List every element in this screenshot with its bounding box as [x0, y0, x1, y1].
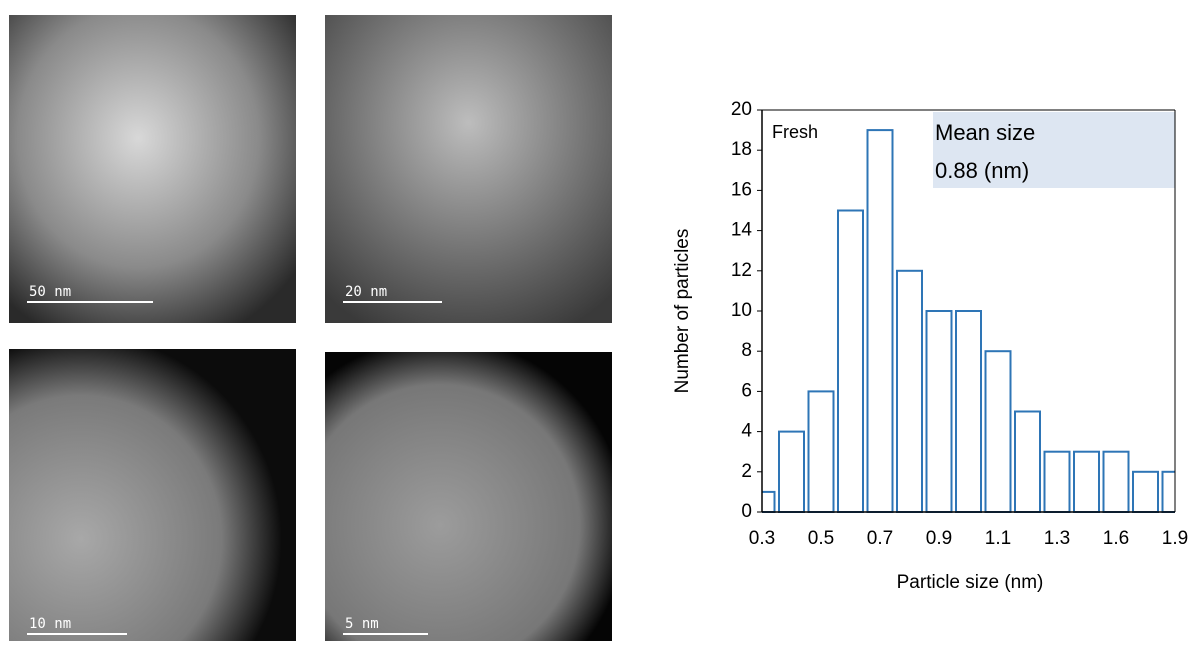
- bar: [779, 432, 804, 512]
- bar: [897, 271, 922, 512]
- bar: [1133, 472, 1158, 512]
- y-tick-label: 0: [741, 501, 752, 522]
- y-tick-label: 12: [731, 260, 752, 281]
- bar: [956, 311, 981, 512]
- y-axis-label: Number of particles: [672, 229, 693, 394]
- micrograph: [9, 15, 296, 323]
- x-tick-label: 1.1: [985, 528, 1011, 549]
- y-tick-label: 10: [731, 300, 752, 321]
- x-tick-label: 0.3: [749, 528, 775, 549]
- x-tick-label: 0.7: [867, 528, 893, 549]
- scale-label: 10 nm: [29, 616, 71, 632]
- bar: [1074, 452, 1099, 512]
- micrograph: [325, 352, 612, 641]
- scale-label: 20 nm: [345, 284, 387, 300]
- annotation: Mean size: [935, 120, 1035, 145]
- bar: [986, 351, 1011, 512]
- x-tick-label: 1.9: [1162, 528, 1188, 549]
- x-tick-label: 0.9: [926, 528, 952, 549]
- scale-label: 50 nm: [29, 284, 71, 300]
- y-tick-label: 2: [741, 461, 752, 482]
- y-tick-label: 8: [741, 340, 752, 361]
- bar: [838, 211, 863, 513]
- x-axis-label: Particle size (nm): [897, 572, 1044, 593]
- x-tick-label: 0.5: [808, 528, 834, 549]
- bar: [927, 311, 952, 512]
- bar: [1104, 452, 1129, 512]
- bar: [1045, 452, 1070, 512]
- page: 50 nm 20 nm 10 nm 5 nm Fresh Mean size 0…: [0, 0, 1194, 650]
- annotation: Fresh: [772, 122, 818, 142]
- annotation: 0.88 (nm): [935, 158, 1029, 183]
- bar: [1015, 412, 1040, 513]
- x-tick-label: 1.3: [1044, 528, 1070, 549]
- micrograph: [9, 349, 296, 641]
- y-tick-label: 4: [741, 421, 752, 442]
- bar: [809, 391, 834, 512]
- scale-label: 5 nm: [345, 616, 379, 632]
- y-tick-label: 18: [731, 139, 752, 160]
- y-tick-label: 14: [731, 220, 753, 241]
- y-tick-label: 6: [741, 380, 752, 401]
- y-tick-label: 16: [731, 179, 752, 200]
- figure: 50 nm 20 nm 10 nm 5 nm Fresh Mean size 0…: [0, 0, 1194, 650]
- y-tick-label: 20: [731, 99, 752, 120]
- bar: [868, 130, 893, 512]
- micrograph: [325, 15, 612, 323]
- x-tick-label: 1.6: [1103, 528, 1129, 549]
